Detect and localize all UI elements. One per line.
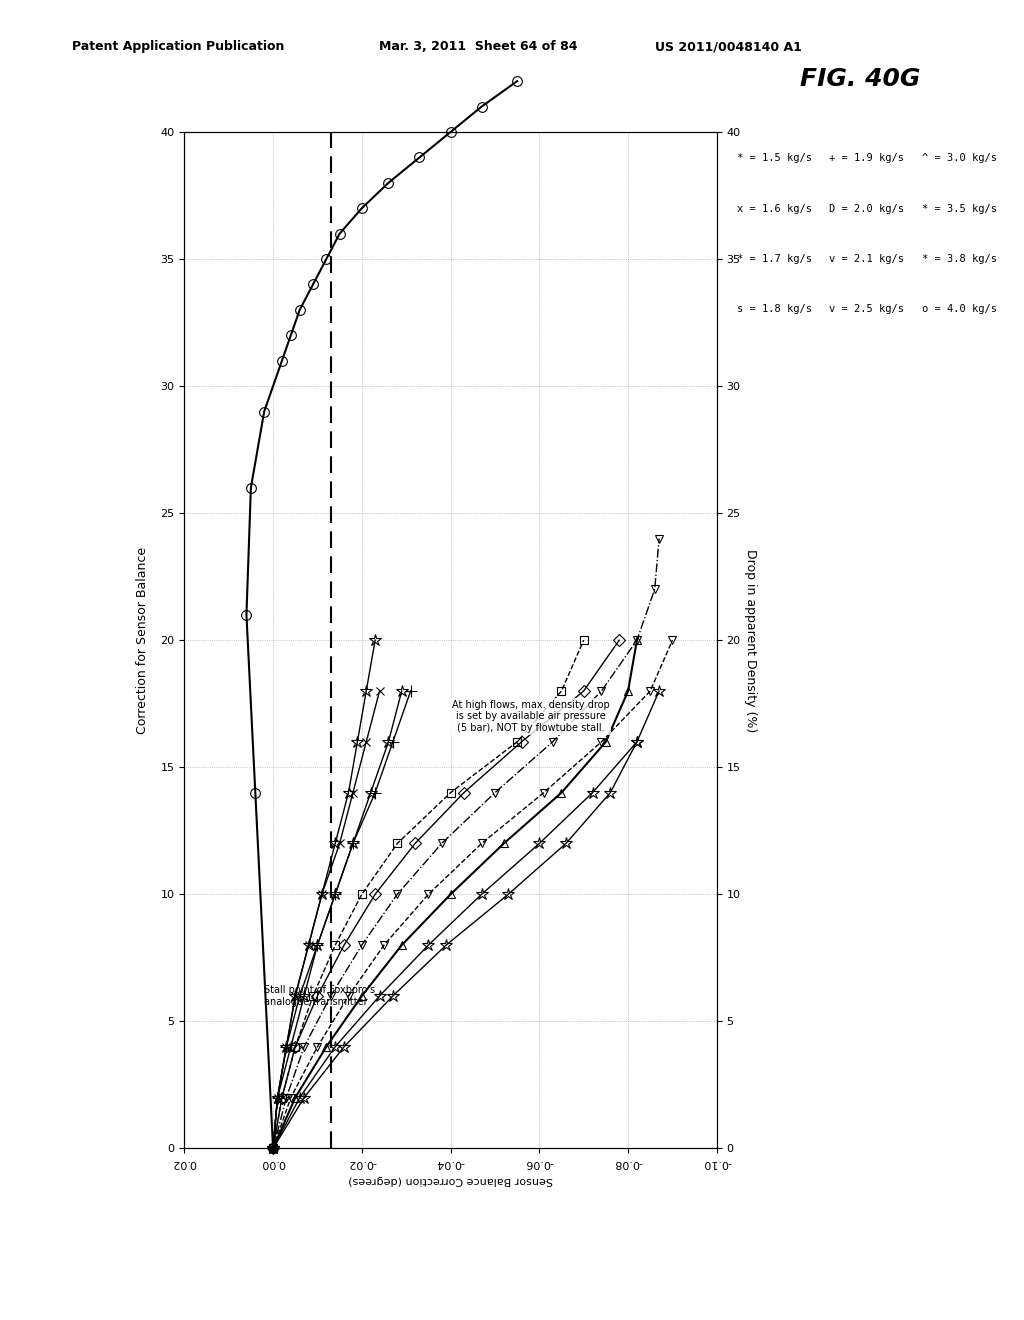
Y-axis label: Drop in apparent Density (%): Drop in apparent Density (%) — [744, 549, 758, 731]
Text: Mar. 3, 2011  Sheet 64 of 84: Mar. 3, 2011 Sheet 64 of 84 — [379, 40, 578, 53]
Text: v = 2.5 kg/s: v = 2.5 kg/s — [829, 304, 904, 314]
Text: x = 1.6 kg/s: x = 1.6 kg/s — [737, 203, 812, 214]
Text: + = 1.9 kg/s: + = 1.9 kg/s — [829, 153, 904, 164]
Text: * = 3.5 kg/s: * = 3.5 kg/s — [922, 203, 996, 214]
Text: FIG. 40G: FIG. 40G — [800, 67, 921, 91]
Text: Patent Application Publication: Patent Application Publication — [72, 40, 284, 53]
Text: At high flows, max. density drop
is set by available air pressure
(5 bar), NOT b: At high flows, max. density drop is set … — [452, 700, 609, 733]
Text: D = 2.0 kg/s: D = 2.0 kg/s — [829, 203, 904, 214]
Text: ^ = 3.0 kg/s: ^ = 3.0 kg/s — [922, 153, 996, 164]
X-axis label: Sensor Balance Correction (degrees): Sensor Balance Correction (degrees) — [348, 1175, 553, 1185]
Text: o = 4.0 kg/s: o = 4.0 kg/s — [922, 304, 996, 314]
Text: v = 2.1 kg/s: v = 2.1 kg/s — [829, 253, 904, 264]
Y-axis label: Correction for Sensor Balance: Correction for Sensor Balance — [136, 546, 150, 734]
Text: Stall point of Foxboro's
analogue transmitter: Stall point of Foxboro's analogue transm… — [264, 985, 376, 1007]
Text: s = 1.8 kg/s: s = 1.8 kg/s — [737, 304, 812, 314]
Text: * = 3.8 kg/s: * = 3.8 kg/s — [922, 253, 996, 264]
Text: US 2011/0048140 A1: US 2011/0048140 A1 — [655, 40, 802, 53]
Text: * = 1.5 kg/s: * = 1.5 kg/s — [737, 153, 812, 164]
Text: * = 1.7 kg/s: * = 1.7 kg/s — [737, 253, 812, 264]
